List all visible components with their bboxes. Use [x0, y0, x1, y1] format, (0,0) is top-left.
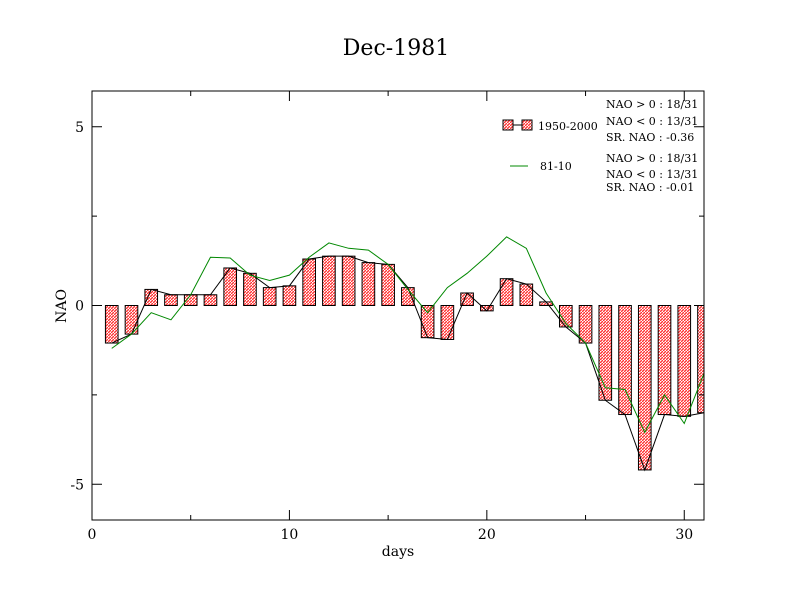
- stats-block: NAO > 0 : 18/31 NAO < 0 : 13/31 SR. NAO …: [606, 98, 698, 194]
- x-tick-label: 10: [281, 527, 299, 543]
- stat-1950-2000-positive: NAO > 0 : 18/31: [606, 98, 698, 111]
- bar-day-3: [144, 288, 159, 307]
- bar-day-29: [657, 305, 672, 416]
- x-axis-label: days: [382, 544, 414, 560]
- bar-day-9: [262, 287, 277, 306]
- bar-day-10: [282, 285, 297, 306]
- bar-day-14: [361, 262, 376, 307]
- bar-day-22: [519, 283, 534, 306]
- bar-day-28: [637, 305, 652, 471]
- series-81-10-line: [111, 236, 705, 434]
- bar-day-4: [164, 294, 178, 306]
- series-1950-2000-line: [111, 255, 705, 472]
- stat-1950-2000-sr: SR. NAO : -0.36: [606, 131, 694, 144]
- x-tick-label: 20: [478, 527, 496, 543]
- bar-day-1: [104, 305, 119, 344]
- legend-swatch-bars-left: [502, 119, 514, 131]
- bar-day-25: [578, 305, 593, 344]
- x-tick-label: 30: [675, 527, 693, 543]
- bar-day-13: [341, 255, 356, 307]
- chart-title: Dec-1981: [343, 36, 449, 61]
- plot-area: [104, 236, 705, 472]
- bar-day-18: [440, 305, 455, 340]
- y-tick-label: 0: [75, 299, 84, 315]
- y-tick-label: -5: [70, 477, 84, 493]
- bar-day-30: [677, 305, 692, 417]
- bar-day-21: [499, 278, 514, 306]
- stat-81-10-negative: NAO < 0 : 13/31: [606, 168, 698, 181]
- y-tick-label: 5: [75, 120, 84, 136]
- bar-day-8: [243, 272, 257, 307]
- legend-swatch-bars-right: [521, 119, 533, 131]
- bar-day-6: [203, 294, 218, 306]
- legend-label-line: 81-10: [540, 160, 572, 173]
- legend: 1950-2000 81-10: [502, 119, 598, 173]
- stat-1950-2000-negative: NAO < 0 : 13/31: [606, 115, 698, 128]
- bar-day-11: [302, 258, 316, 306]
- bar-day-12: [322, 255, 336, 307]
- bar-day-16: [401, 287, 415, 306]
- stat-81-10-sr: SR. NAO : -0.01: [606, 181, 694, 194]
- x-tick-label: 0: [88, 527, 97, 543]
- bar-day-17: [420, 305, 435, 339]
- stat-81-10-positive: NAO > 0 : 18/31: [606, 152, 698, 165]
- legend-label-bars: 1950-2000: [538, 120, 598, 133]
- bar-day-31: [697, 305, 705, 414]
- y-axis-label: NAO: [54, 289, 70, 323]
- axis-ticks: 0 10 20 30 5 0 -5: [70, 91, 704, 543]
